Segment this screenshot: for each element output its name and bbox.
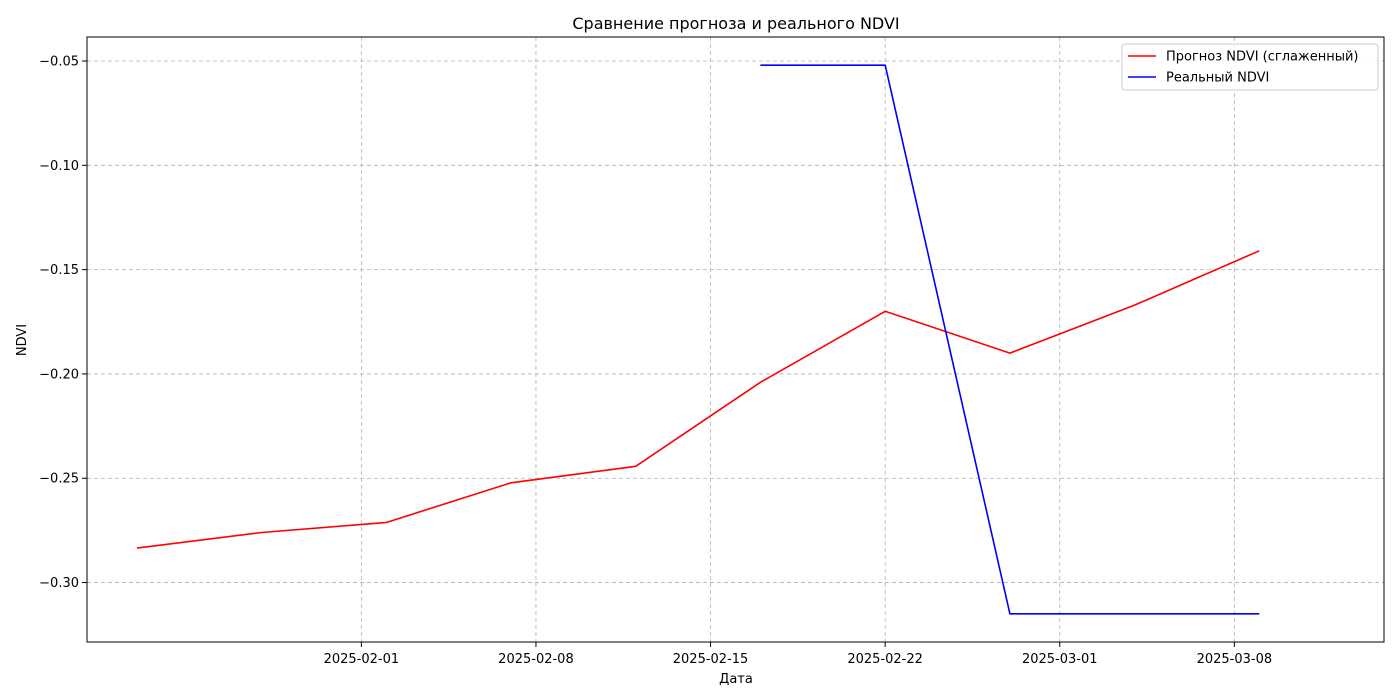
y-tick-label: −0.15 [39, 263, 79, 278]
x-tick-label: 2025-02-08 [498, 652, 574, 667]
legend-box [1121, 43, 1379, 91]
legend-label: Реальный NDVI [1166, 71, 1269, 86]
series-line-1 [136, 250, 1260, 549]
x-axis-label: Дата [719, 672, 753, 687]
y-tick-label: −0.25 [39, 472, 79, 487]
y-tick-label: −0.30 [39, 576, 79, 591]
y-tick-label: −0.10 [39, 159, 79, 174]
x-tick-label: 2025-02-22 [847, 652, 923, 667]
x-axis: 2025-02-01 2025-02-08 2025-02-15 2025-02-22… [324, 642, 1273, 667]
y-tick-label: −0.05 [39, 54, 79, 69]
x-tick-label: 2025-03-01 [1022, 652, 1098, 667]
series-layer [136, 64, 1260, 615]
y-tick-label: −0.20 [39, 367, 79, 382]
x-tick-label: 2025-02-01 [324, 652, 400, 667]
legend-label: Прогноз NDVI (сглаженный) [1166, 50, 1359, 65]
x-tick-label: 2025-03-08 [1197, 652, 1273, 667]
series-line-2 [760, 64, 1260, 615]
y-axis-label: NDVI [15, 324, 30, 356]
chart-title: Сравнение прогноза и реального NDVI [572, 14, 899, 33]
y-axis: −0.30 −0.25 −0.20 −0.15 −0.10 −0.05 [39, 54, 87, 591]
plot-frame [86, 36, 1385, 643]
legend: Прогноз NDVI (сглаженный) Реальный NDVI [1121, 43, 1379, 91]
x-tick-label: 2025-02-15 [673, 652, 749, 667]
